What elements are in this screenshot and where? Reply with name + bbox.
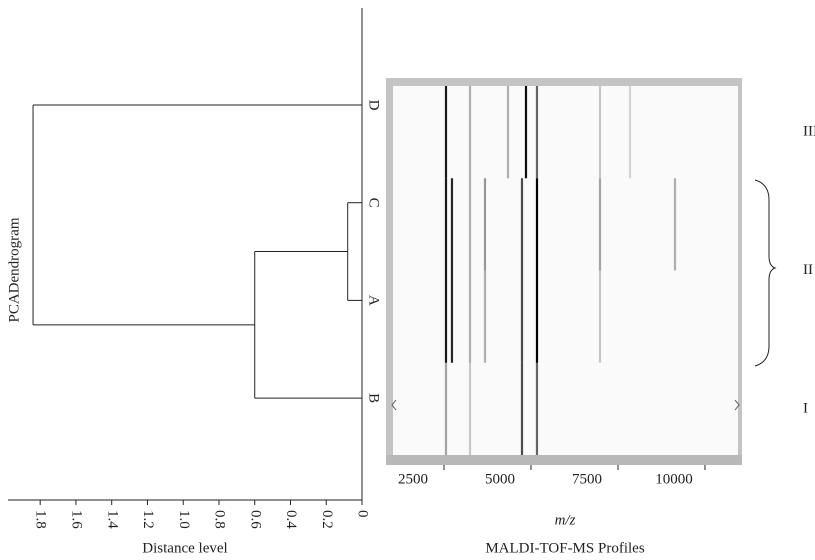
leaf-label: B <box>366 393 382 403</box>
x-tick-label: 1.6 <box>69 510 85 529</box>
x-tick-label: 0.2 <box>319 510 335 529</box>
y-label: PCADendrogram <box>6 217 22 322</box>
gel-area <box>393 86 738 455</box>
gel-x-label: m/z <box>555 512 576 528</box>
brace <box>754 179 777 367</box>
group-label: III <box>803 124 815 140</box>
gel-footer <box>386 455 742 465</box>
x-tick-label: 1.4 <box>104 510 120 529</box>
x-tick-label: 5000 <box>485 471 515 487</box>
leaf-label: C <box>366 198 382 208</box>
x-tick-label: 0.4 <box>283 510 299 529</box>
x-tick-label: 1.8 <box>33 510 49 529</box>
gel-markers <box>391 399 740 411</box>
group-label: I <box>803 400 808 416</box>
x-tick-label: 7500 <box>572 471 602 487</box>
gel-title: MALDI-TOF-MS Profiles <box>485 540 644 556</box>
x-tick-label: 10000 <box>655 471 693 487</box>
leaf-label: D <box>366 100 382 111</box>
x-tick-label: 2500 <box>398 471 428 487</box>
group-label: II <box>803 262 813 278</box>
x-tick-label: 0.6 <box>247 510 263 529</box>
x-tick-label: 0 <box>355 510 371 518</box>
x-label: Distance level <box>142 540 227 556</box>
x-tick-label: 1.0 <box>176 510 192 529</box>
x-tick-label: 1.2 <box>140 510 156 529</box>
leaf-label: A <box>366 295 382 306</box>
x-tick-label: 0.8 <box>212 510 228 529</box>
